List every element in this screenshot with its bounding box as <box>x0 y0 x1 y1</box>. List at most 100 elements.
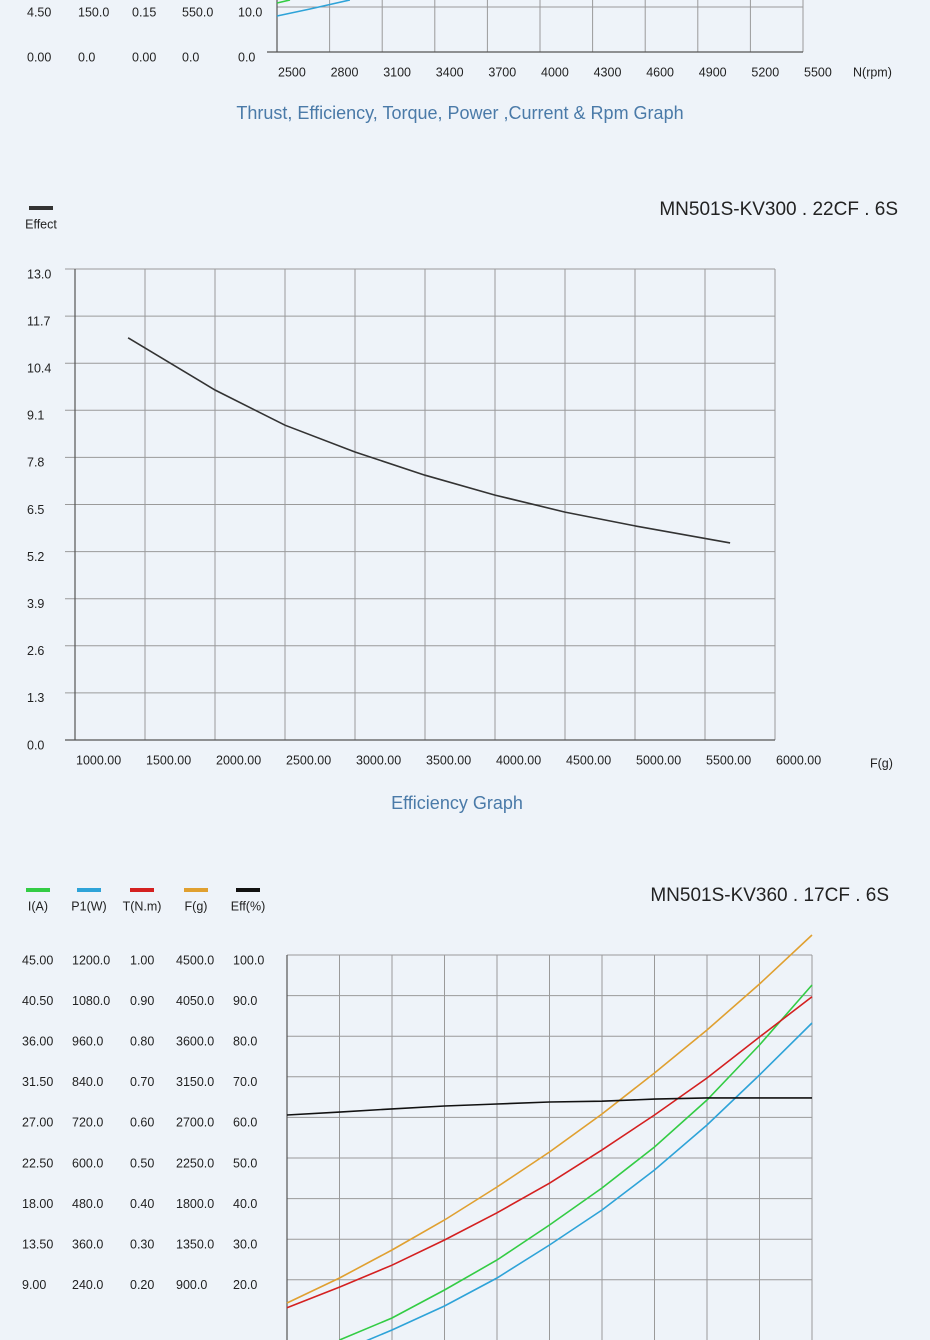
y-tick-label: 1200.0 <box>72 953 110 967</box>
y-tick-label: 0.50 <box>130 1156 154 1170</box>
chart-title: MN501S-KV300 . 22CF . 6S <box>659 199 898 220</box>
y-tick-label: 22.50 <box>22 1156 53 1170</box>
x-tick-label: 4900 <box>699 65 727 79</box>
series-line <box>366 1022 813 1340</box>
x-tick-label: 3100 <box>383 65 411 79</box>
y-tick-label: 13.0 <box>27 267 51 281</box>
y-tick-label: 0.20 <box>130 1278 154 1292</box>
y-tick-label: 1800.0 <box>176 1197 214 1211</box>
x-tick-label: 1000.00 <box>76 753 121 767</box>
y-tick-label: 840.0 <box>72 1075 103 1089</box>
legend-label: I(A) <box>28 899 48 913</box>
x-tick-label: 3700 <box>488 65 516 79</box>
y-tick-label: 27.00 <box>22 1116 53 1130</box>
x-tick-label: 2500.00 <box>286 753 331 767</box>
legend-swatch <box>130 888 154 892</box>
y-tick-label: 5.2 <box>27 550 44 564</box>
y-tick-label: 40.0 <box>233 1197 257 1211</box>
x-tick-label: 5500.00 <box>706 753 751 767</box>
series-line <box>339 984 813 1340</box>
x-tick-label: 3500.00 <box>426 753 471 767</box>
y-tick-label: 0.90 <box>130 994 154 1008</box>
y-tick-label: 0.15 <box>132 5 156 19</box>
y-tick-label: 4050.0 <box>176 994 214 1008</box>
series-line <box>276 0 291 4</box>
y-tick-label: 1.3 <box>27 691 44 705</box>
y-tick-label: 40.50 <box>22 994 53 1008</box>
y-tick-label: 0.0 <box>27 738 44 752</box>
legend-swatch <box>26 888 50 892</box>
y-tick-label: 45.00 <box>22 953 53 967</box>
x-tick-label: 2000.00 <box>216 753 261 767</box>
x-tick-label: 4500.00 <box>566 753 611 767</box>
y-tick-label: 11.7 <box>27 314 50 328</box>
y-tick-label: 18.00 <box>22 1197 53 1211</box>
y-tick-label: 36.00 <box>22 1034 53 1048</box>
chart-title: MN501S-KV360 . 17CF . 6S <box>650 885 889 906</box>
caption: Efficiency Graph <box>391 793 523 813</box>
y-tick-label: 2.6 <box>27 644 44 658</box>
y-tick-label: 0.0 <box>78 50 95 64</box>
y-tick-label: 90.0 <box>233 994 257 1008</box>
y-tick-label: 60.0 <box>233 1116 257 1130</box>
y-tick-label: 9.1 <box>27 409 44 423</box>
y-tick-label: 550.0 <box>182 5 213 19</box>
y-tick-label: 900.0 <box>176 1278 207 1292</box>
y-tick-label: 9.00 <box>22 1278 46 1292</box>
series-line <box>276 0 351 17</box>
legend-label: T(N.m) <box>123 899 162 913</box>
y-tick-label: 2250.0 <box>176 1156 214 1170</box>
series-line <box>286 934 813 1304</box>
x-tick-label: 5500 <box>804 65 832 79</box>
y-tick-label: 6.5 <box>27 503 44 517</box>
x-tick-label: 5000.00 <box>636 753 681 767</box>
y-tick-label: 31.50 <box>22 1075 53 1089</box>
y-tick-label: 0.80 <box>130 1034 154 1048</box>
legend-swatch <box>236 888 260 892</box>
y-tick-label: 240.0 <box>72 1278 103 1292</box>
x-tick-label: 6000.00 <box>776 753 821 767</box>
y-tick-label: 20.0 <box>233 1278 257 1292</box>
y-tick-label: 480.0 <box>72 1197 103 1211</box>
caption: Thrust, Efficiency, Torque, Power ,Curre… <box>236 103 683 123</box>
x-tick-label: 5200 <box>751 65 779 79</box>
y-tick-label: 10.4 <box>27 361 51 375</box>
series-line <box>127 337 731 544</box>
legend-label: Eff(%) <box>231 899 266 913</box>
x-tick-label: 3000.00 <box>356 753 401 767</box>
y-tick-label: 0.70 <box>130 1075 154 1089</box>
y-tick-label: 1.00 <box>130 953 154 967</box>
x-tick-label: 1500.00 <box>146 753 191 767</box>
y-tick-label: 720.0 <box>72 1116 103 1130</box>
y-tick-label: 80.0 <box>233 1034 257 1048</box>
x-tick-label: 2800 <box>331 65 359 79</box>
y-tick-label: 960.0 <box>72 1034 103 1048</box>
y-tick-label: 7.8 <box>27 456 44 470</box>
y-tick-label: 30.0 <box>233 1237 257 1251</box>
y-tick-label: 3600.0 <box>176 1034 214 1048</box>
x-axis-label: F(g) <box>870 756 893 770</box>
y-tick-label: 0.00 <box>27 50 51 64</box>
y-tick-label: 1080.0 <box>72 994 110 1008</box>
legend-swatch <box>29 206 53 210</box>
y-tick-label: 100.0 <box>233 953 264 967</box>
y-tick-label: 50.0 <box>233 1156 257 1170</box>
y-tick-label: 3150.0 <box>176 1075 214 1089</box>
legend-swatch <box>77 888 101 892</box>
y-tick-label: 4.50 <box>27 5 51 19</box>
legend-label: Effect <box>25 217 57 231</box>
y-tick-label: 0.0 <box>238 50 255 64</box>
legend-label: F(g) <box>185 899 208 913</box>
series-line <box>286 1097 812 1116</box>
y-tick-label: 3.9 <box>27 597 44 611</box>
x-tick-label: 2500 <box>278 65 306 79</box>
series-line <box>286 996 813 1309</box>
y-tick-label: 4500.0 <box>176 953 214 967</box>
y-tick-label: 0.0 <box>182 50 199 64</box>
x-tick-label: 4600 <box>646 65 674 79</box>
x-tick-label: 4300 <box>594 65 622 79</box>
y-tick-label: 0.40 <box>130 1197 154 1211</box>
legend-swatch <box>184 888 208 892</box>
y-tick-label: 2700.0 <box>176 1116 214 1130</box>
